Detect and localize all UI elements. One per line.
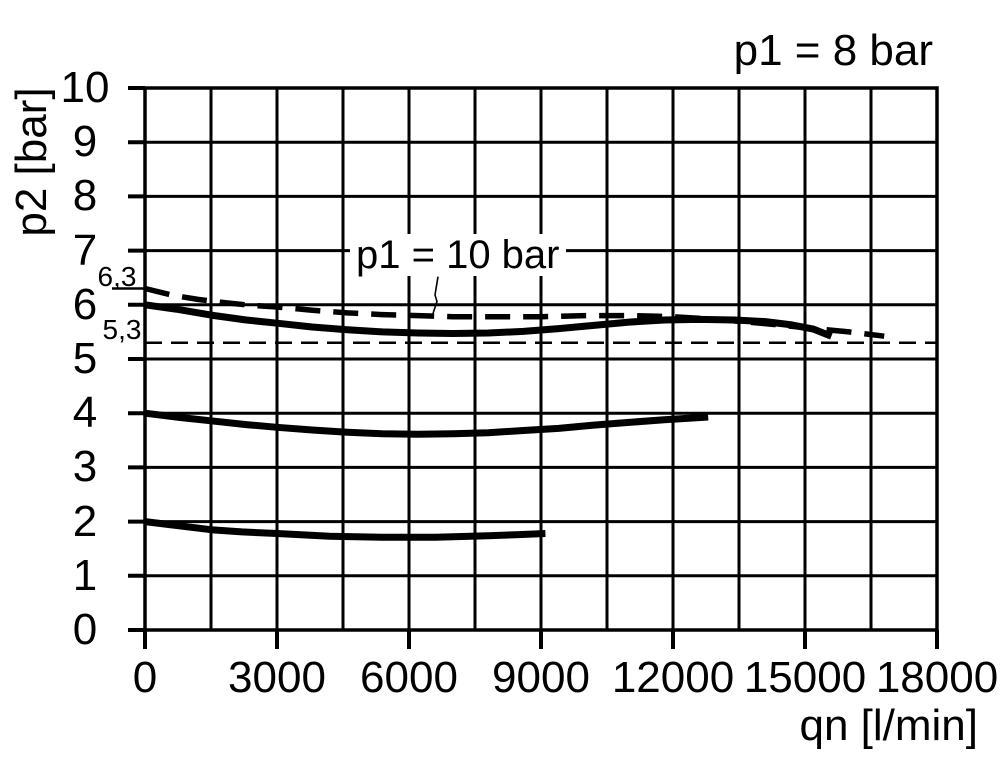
x-tick-label: 12000: [611, 653, 735, 702]
y-tick-label: 4: [72, 388, 98, 438]
y-tick-label: 8: [72, 171, 98, 221]
y-tick-label: 10: [60, 63, 110, 112]
chart-title: p1 = 8 bar: [733, 26, 933, 75]
curve-p2-4bar: [144, 409, 709, 438]
curve-p2-6bar: [144, 301, 833, 340]
y-tick-label: 0: [72, 605, 98, 654]
x-tick-label: 9000: [492, 653, 590, 702]
annotation-leader-line: [431, 276, 439, 317]
ref-label-6-3: 6,3: [97, 261, 137, 292]
x-tick-label: 0: [132, 653, 158, 702]
x-tick-label: 15000: [743, 653, 867, 702]
y-axis-title: p2 [bar]: [7, 87, 56, 237]
x-tick-label: 6000: [360, 653, 458, 702]
y-tick-label: 7: [72, 225, 98, 275]
annotation-p1-10bar: p1 = 10 bar: [350, 234, 566, 276]
x-tick-label: 18000: [875, 653, 999, 702]
y-tick-label: 1: [72, 550, 98, 600]
y-tick-label: 5: [72, 334, 98, 383]
y-tick-label: 9: [72, 117, 98, 167]
ref-label-5-3: 5,3: [102, 314, 142, 345]
y-tick-label: 2: [72, 496, 98, 546]
x-tick-label: 3000: [228, 653, 326, 702]
y-tick-label: 6: [72, 279, 98, 329]
curve-p2-2bar: [144, 518, 546, 541]
x-axis-title: qn [l/min]: [799, 701, 978, 750]
curve-p1-10bar-dashed: [144, 285, 885, 339]
y-tick-label: 3: [72, 442, 98, 492]
